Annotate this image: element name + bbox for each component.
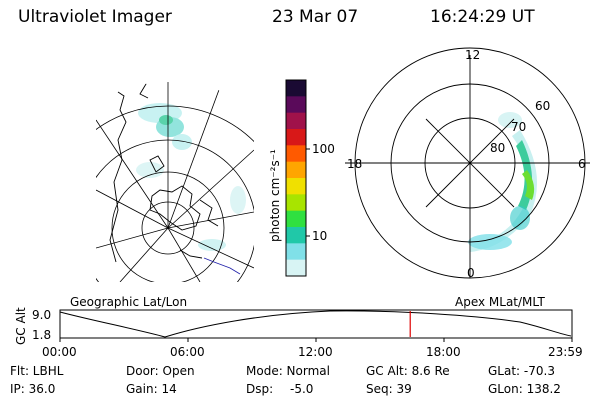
colorbar-band bbox=[286, 112, 306, 130]
colorbar-band bbox=[286, 259, 306, 277]
ip-info: IP: 36.0 bbox=[10, 382, 56, 396]
polar-plot-caption: Apex MLat/MLT bbox=[455, 295, 545, 309]
timeline-xtick-0600: 06:00 bbox=[170, 345, 205, 359]
mlat-label-70: 70 bbox=[511, 120, 527, 134]
door-info: Door: Open bbox=[126, 364, 195, 378]
timeline-ytick-high: 9.0 bbox=[32, 308, 52, 322]
time-label: 16:24:29 UT bbox=[430, 7, 535, 27]
geographic-map bbox=[96, 82, 254, 282]
mlat-label-80: 80 bbox=[490, 141, 506, 155]
seq-info: Seq: 39 bbox=[366, 382, 412, 396]
timeline-xtick-1800: 18:00 bbox=[426, 345, 461, 359]
colorbar-band bbox=[286, 145, 306, 163]
gc-alt-info: GC Alt: 8.6 Re bbox=[366, 364, 450, 378]
colorbar-band bbox=[286, 243, 306, 261]
colorbar-tick-10: 10 bbox=[312, 229, 328, 243]
gain-info: Gain: 14 bbox=[126, 382, 177, 396]
geo-map-caption: Geographic Lat/Lon bbox=[70, 295, 188, 309]
colorbar-band bbox=[286, 210, 306, 228]
mlt-label-bottom: 0 bbox=[467, 266, 475, 280]
dsp-label: Dsp: bbox=[246, 382, 274, 396]
mode-info: Mode: Normal bbox=[246, 364, 330, 378]
filter-info: Flt: LBHL bbox=[10, 364, 64, 378]
timeline-axis-title: GC Alt bbox=[14, 307, 28, 345]
altitude-timeline bbox=[59, 309, 573, 342]
colorbar-band bbox=[286, 194, 306, 212]
timeline-ytick-low: 1.8 bbox=[32, 328, 52, 342]
app-title: Ultraviolet Imager bbox=[18, 7, 172, 27]
colorbar-band bbox=[286, 227, 306, 244]
colorbar-band bbox=[286, 129, 306, 146]
colorbar-frame bbox=[285, 79, 307, 277]
colorbar-band bbox=[286, 161, 306, 179]
timeline-xtick-1200: 12:00 bbox=[298, 345, 333, 359]
geo-aurora bbox=[136, 103, 246, 251]
colorbar-unit-label: photon cm⁻²s⁻¹ bbox=[268, 149, 282, 242]
mlt-label-top: 12 bbox=[465, 48, 481, 62]
mlat-label-60: 60 bbox=[535, 99, 551, 113]
colorbar-band bbox=[286, 178, 306, 195]
colorbar-band bbox=[286, 96, 306, 114]
polar-plot bbox=[345, 47, 590, 279]
glat-info: GLat: -70.3 bbox=[488, 364, 555, 378]
mlt-label-right: 6 bbox=[578, 157, 586, 171]
timeline-xtick-0000: 00:00 bbox=[42, 345, 77, 359]
glon-info: GLon: 138.2 bbox=[488, 382, 561, 396]
colorbar-tick-100: 100 bbox=[312, 142, 335, 156]
polar-aurora bbox=[468, 112, 538, 252]
date-label: 23 Mar 07 bbox=[272, 7, 359, 27]
dsp-value: -5.0 bbox=[290, 382, 314, 396]
color-scale bbox=[285, 79, 310, 277]
timeline-xtick-2359: 23:59 bbox=[548, 345, 583, 359]
colorbar-band bbox=[286, 80, 306, 97]
mlt-label-left: 18 bbox=[347, 157, 363, 171]
